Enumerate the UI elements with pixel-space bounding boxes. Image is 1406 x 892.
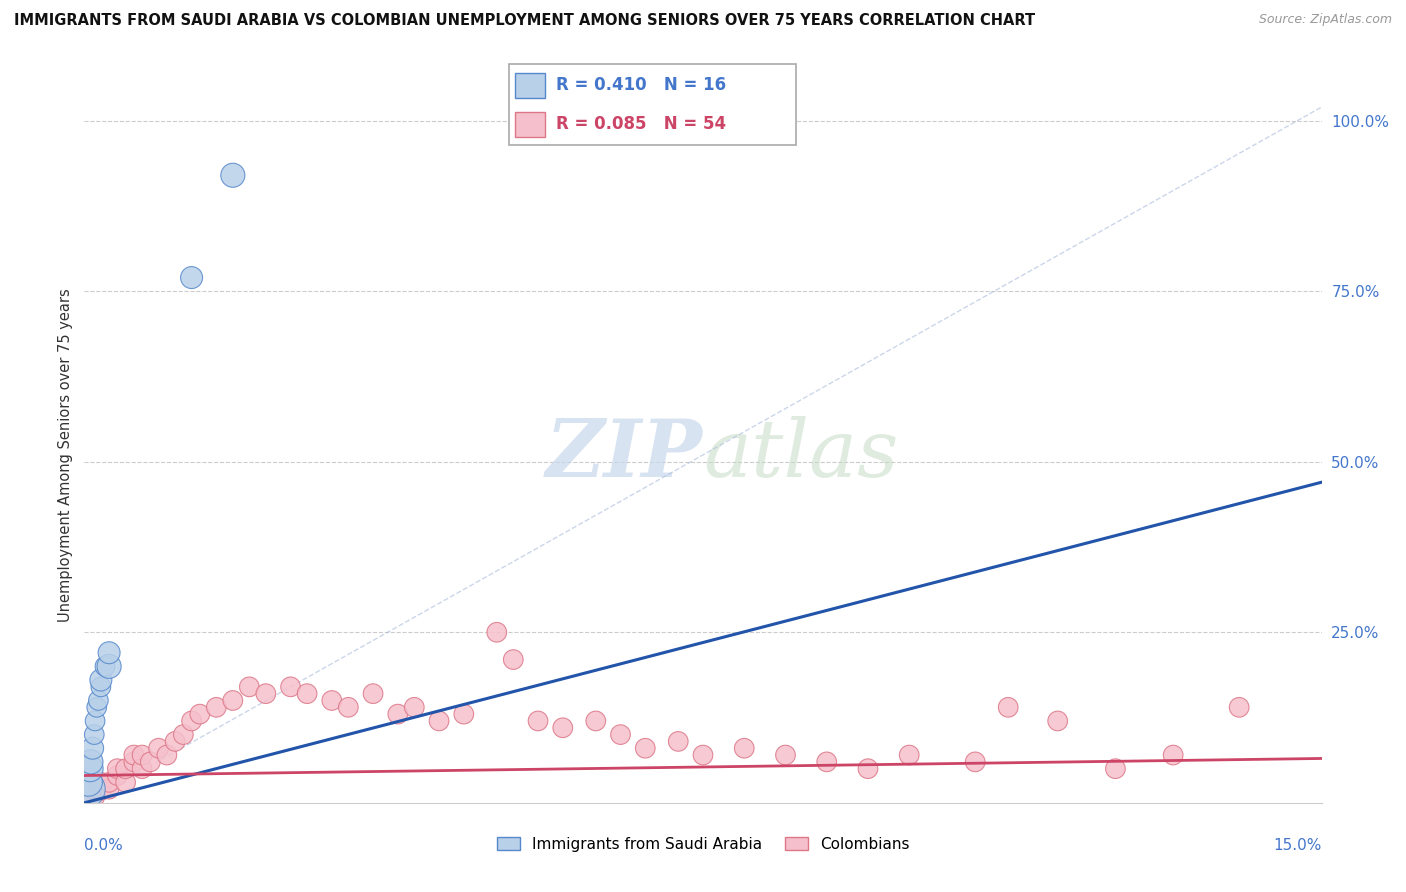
FancyBboxPatch shape [509, 64, 796, 145]
Point [551, 721, 574, 735]
Text: Source: ZipAtlas.com: Source: ZipAtlas.com [1258, 13, 1392, 27]
Point [815, 755, 838, 769]
Point [139, 755, 162, 769]
Point [83, 728, 105, 742]
Point [775, 747, 797, 762]
Point [502, 652, 524, 666]
Point [404, 700, 426, 714]
Point [280, 680, 302, 694]
Text: IMMIGRANTS FROM SAUDI ARABIA VS COLOMBIAN UNEMPLOYMENT AMONG SENIORS OVER 75 YEA: IMMIGRANTS FROM SAUDI ARABIA VS COLOMBIA… [14, 13, 1035, 29]
Point [238, 680, 260, 694]
Point [84, 714, 107, 728]
Point [98, 659, 121, 673]
Text: R = 0.085   N = 54: R = 0.085 N = 54 [557, 115, 727, 133]
Point [898, 747, 921, 762]
Point [90, 680, 112, 694]
Point [80, 755, 103, 769]
Bar [515, 112, 544, 137]
Point [180, 714, 202, 728]
Point [337, 700, 360, 714]
Point [205, 700, 228, 714]
Point [86, 700, 108, 714]
Point [1227, 700, 1250, 714]
Bar [515, 72, 544, 98]
Point [453, 707, 475, 722]
Point [387, 707, 409, 722]
Point [666, 734, 689, 748]
Point [692, 747, 714, 762]
Point [634, 741, 657, 756]
Point [122, 747, 145, 762]
Point [82, 741, 104, 756]
Point [94, 659, 117, 673]
Point [114, 775, 136, 789]
Point [82, 782, 104, 797]
Point [361, 687, 384, 701]
Point [90, 782, 112, 797]
Point [188, 707, 211, 722]
Point [254, 687, 277, 701]
Point [156, 747, 179, 762]
Point [222, 168, 245, 182]
Point [82, 789, 104, 803]
Point [965, 755, 987, 769]
Text: 15.0%: 15.0% [1274, 838, 1322, 853]
Point [172, 728, 194, 742]
Point [105, 768, 128, 782]
Point [427, 714, 450, 728]
Point [98, 782, 121, 797]
Point [98, 646, 121, 660]
Point [295, 687, 318, 701]
Point [90, 775, 112, 789]
Point [997, 700, 1019, 714]
Y-axis label: Unemployment Among Seniors over 75 years: Unemployment Among Seniors over 75 years [58, 288, 73, 622]
Text: atlas: atlas [703, 417, 898, 493]
Point [87, 693, 110, 707]
Point [76, 782, 98, 797]
Point [609, 728, 631, 742]
Legend: Immigrants from Saudi Arabia, Colombians: Immigrants from Saudi Arabia, Colombians [491, 830, 915, 858]
Text: R = 0.410   N = 16: R = 0.410 N = 16 [557, 77, 727, 95]
Point [856, 762, 879, 776]
Point [148, 741, 170, 756]
Point [321, 693, 343, 707]
Point [114, 762, 136, 776]
Point [79, 762, 101, 776]
Point [1046, 714, 1069, 728]
Point [98, 775, 121, 789]
Point [165, 734, 187, 748]
Point [485, 625, 508, 640]
Point [131, 762, 153, 776]
Point [90, 673, 112, 687]
Point [527, 714, 550, 728]
Point [733, 741, 755, 756]
Point [131, 747, 153, 762]
Point [222, 693, 245, 707]
Point [77, 775, 100, 789]
Text: ZIP: ZIP [546, 417, 703, 493]
Point [1161, 747, 1184, 762]
Point [585, 714, 607, 728]
Point [1104, 762, 1126, 776]
Point [122, 755, 145, 769]
Text: 0.0%: 0.0% [84, 838, 124, 853]
Point [105, 762, 128, 776]
Point [180, 270, 202, 285]
